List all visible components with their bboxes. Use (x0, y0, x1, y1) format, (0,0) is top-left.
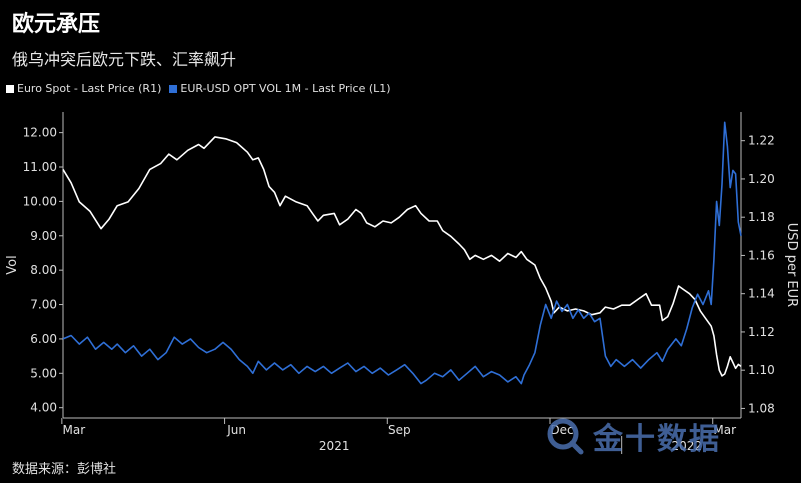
series-lines (62, 121, 742, 385)
right-tick-label: 1.10 (748, 363, 775, 377)
left-tick-label: 5.00 (30, 366, 57, 380)
x-tick-label: Mar (713, 423, 736, 437)
left-tick-label: 12.00 (23, 126, 57, 140)
x-tick-label: Jun (226, 423, 246, 437)
left-tick-label: 6.00 (30, 332, 57, 346)
right-tick-label: 1.18 (748, 210, 775, 224)
chart-subtitle: 俄乌冲突后欧元下跌、汇率飙升 (12, 50, 237, 69)
left-tick-label: 10.00 (23, 194, 57, 208)
watermark-text: 金十数据 (593, 422, 721, 457)
legend-label-euro-spot: Euro Spot - Last Price (R1) (17, 82, 162, 95)
right-tick-label: 1.14 (748, 287, 775, 301)
euro-spot-line (62, 136, 742, 377)
x-year-label: 2021 (319, 439, 350, 453)
right-tick-label: 1.22 (748, 134, 775, 148)
left-axis-label: Vol (5, 255, 20, 274)
right-tick-label: 1.08 (748, 401, 775, 415)
x-tick-label: Mar (63, 423, 86, 437)
legend: Euro Spot - Last Price (R1) EUR-USD OPT … (6, 82, 391, 95)
left-tick-label: 9.00 (30, 229, 57, 243)
watermark: 金十数据 (545, 414, 721, 458)
legend-item-euro-spot: Euro Spot - Last Price (R1) (6, 82, 161, 95)
source-note: 数据来源：彭博社 (12, 462, 117, 477)
x-tick-label: Dec (550, 423, 573, 437)
legend-label-vol: EUR-USD OPT VOL 1M - Last Price (L1) (180, 82, 391, 95)
right-tick-label: 1.16 (748, 248, 775, 262)
watermark-logo-icon (547, 418, 584, 455)
axes: 4.00 5.00 6.00 7.00 8.00 9.00 10.00 11.00 12.00 1… (5, 112, 799, 454)
legend-swatch-blue (169, 84, 178, 93)
x-year-label: 2022 (671, 439, 702, 453)
right-tick-label: 1.12 (748, 325, 775, 339)
x-tick-label: Sep (388, 423, 411, 437)
legend-swatch-white (6, 84, 14, 93)
left-tick-label: 8.00 (30, 263, 57, 277)
vol-line (62, 121, 742, 385)
left-tick-label: 11.00 (23, 160, 57, 174)
legend-item-vol: EUR-USD OPT VOL 1M - Last Price (L1) (169, 82, 391, 95)
right-axis-label: USD per EUR (784, 223, 799, 307)
left-tick-label: 7.00 (30, 298, 57, 312)
left-tick-label: 4.00 (30, 401, 57, 415)
chart-title: 欧元承压 (12, 12, 101, 37)
right-tick-label: 1.20 (748, 172, 775, 186)
